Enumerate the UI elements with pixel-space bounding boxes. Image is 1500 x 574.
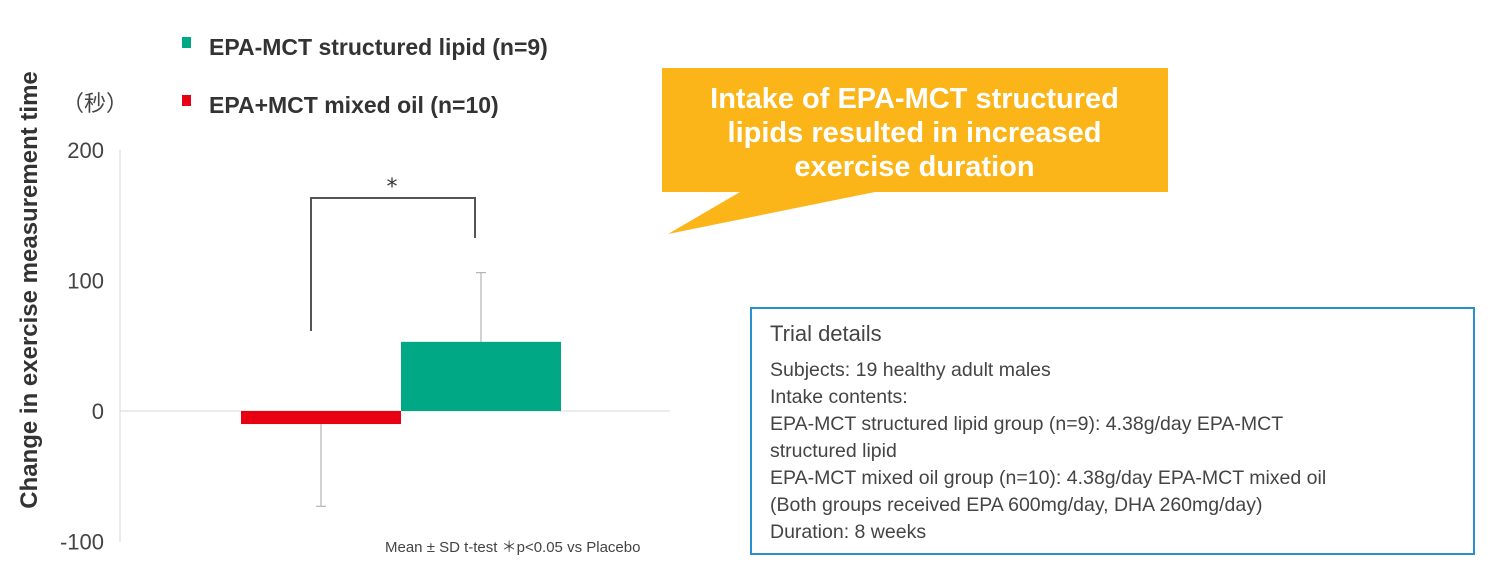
y-axis-unit: （秒）	[62, 91, 129, 116]
significance-bracket	[310, 197, 476, 331]
footnote: Mean ± SD t-test ＊p<0.05 vs Placebo	[385, 539, 641, 556]
trial-detail-line: Subjects: 19 healthy adult males	[770, 359, 1051, 381]
trial-detail-line: (Both groups received EPA 600mg/day, DHA…	[770, 494, 1263, 516]
legend-swatch-red	[182, 95, 191, 107]
legend-swatch-green	[182, 37, 191, 49]
trial-detail-line: Duration: 8 weeks	[770, 521, 927, 543]
legend-item-structured-lipid: EPA-MCT structured lipid (n=9)	[182, 34, 548, 61]
callout-line: exercise duration	[794, 151, 1035, 183]
callout-line: Intake of EPA-MCT structured	[710, 83, 1119, 115]
trial-detail-line: structured lipid	[770, 440, 897, 462]
trial-details-title: Trial details	[770, 321, 882, 346]
legend-label: EPA-MCT structured lipid (n=9)	[209, 34, 548, 60]
trial-details-box: Trial details Subjects: 19 healthy adult…	[750, 307, 1475, 555]
callout-bubble	[662, 68, 1168, 234]
callout: Intake of EPA-MCT structured lipids resu…	[662, 82, 1167, 184]
callout-line: lipids resulted in increased	[727, 117, 1102, 149]
y-tick-label: 100	[67, 269, 104, 294]
significance-marker: *	[387, 175, 398, 200]
legend-item-mixed-oil: EPA+MCT mixed oil (n=10)	[182, 92, 499, 119]
trial-detail-line: EPA-MCT structured lipid group (n=9): 4.…	[770, 413, 1284, 435]
bar-mixed-oil	[241, 411, 401, 425]
trial-detail-line: EPA-MCT mixed oil group (n=10): 4.38g/da…	[770, 467, 1327, 489]
y-tick-label: 200	[67, 138, 104, 163]
y-tick-label: -100	[60, 530, 104, 555]
y-tick-label: 0	[92, 399, 104, 424]
bar-structured-lipid	[401, 341, 561, 411]
legend-label: EPA+MCT mixed oil (n=10)	[209, 92, 499, 118]
trial-detail-line: Intake contents:	[770, 386, 908, 408]
